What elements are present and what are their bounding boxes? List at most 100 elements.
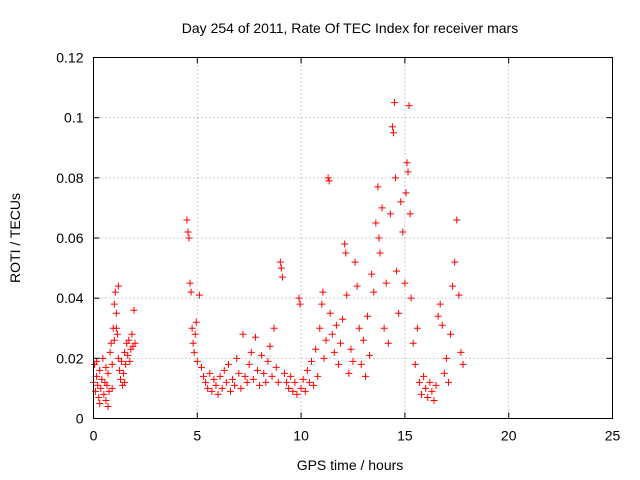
data-point: [375, 235, 382, 242]
data-point: [360, 337, 367, 344]
data-point: [285, 385, 292, 392]
data-point: [117, 376, 124, 383]
y-tick-label: 0.06: [56, 230, 83, 246]
data-point: [260, 370, 267, 377]
data-point: [297, 301, 304, 308]
data-point: [242, 373, 249, 380]
data-point: [200, 373, 207, 380]
y-tick-label: 0: [76, 411, 84, 427]
data-point: [403, 159, 410, 166]
data-point: [414, 325, 421, 332]
data-point: [95, 394, 102, 401]
data-point: [118, 358, 125, 365]
data-point: [314, 373, 321, 380]
data-point: [397, 198, 404, 205]
data-point: [109, 385, 116, 392]
data-point: [385, 340, 392, 347]
data-point: [108, 340, 115, 347]
data-point: [342, 250, 349, 257]
data-point: [335, 361, 342, 368]
data-point: [323, 337, 330, 344]
data-point: [99, 355, 106, 362]
data-point: [447, 331, 454, 338]
data-point: [233, 355, 240, 362]
data-point: [325, 174, 332, 181]
data-point: [102, 364, 109, 371]
data-point: [426, 379, 433, 386]
data-point: [437, 301, 444, 308]
data-point: [184, 228, 191, 235]
data-point: [428, 388, 435, 395]
data-point: [275, 379, 282, 386]
data-point: [316, 325, 323, 332]
data-point: [370, 289, 377, 296]
data-point: [443, 355, 450, 362]
data-point: [354, 283, 361, 290]
data-point: [320, 355, 327, 362]
data-point: [339, 316, 346, 323]
data-point: [113, 310, 120, 317]
data-point: [208, 388, 215, 395]
data-point: [122, 361, 129, 368]
data-point: [98, 376, 105, 383]
data-point: [229, 376, 236, 383]
data-point: [441, 370, 448, 377]
data-point: [306, 379, 313, 386]
data-point: [329, 331, 336, 338]
data-point: [364, 313, 371, 320]
data-point: [231, 382, 238, 389]
data-point: [115, 283, 122, 290]
data-point: [105, 370, 112, 377]
data-point: [279, 274, 286, 281]
data-point: [387, 210, 394, 217]
data-point: [111, 301, 118, 308]
data-point: [298, 385, 305, 392]
data-point: [389, 123, 396, 130]
data-point: [347, 346, 354, 353]
data-point: [445, 379, 452, 386]
data-point: [287, 373, 294, 380]
data-point: [393, 268, 400, 275]
data-point: [312, 346, 319, 353]
data-point: [100, 391, 107, 398]
data-point: [390, 129, 397, 136]
data-point: [113, 325, 120, 332]
data-point: [293, 391, 300, 398]
data-point: [266, 343, 273, 350]
data-point: [190, 340, 197, 347]
data-point: [407, 210, 414, 217]
data-point: [457, 349, 464, 356]
data-point: [112, 289, 119, 296]
data-point: [308, 358, 315, 365]
data-point: [116, 367, 123, 374]
data-point: [302, 388, 309, 395]
x-axis-title: GPS time / hours: [297, 457, 404, 473]
data-point: [254, 367, 261, 374]
data-point: [106, 388, 113, 395]
data-point: [343, 292, 350, 299]
data-point: [215, 391, 222, 398]
data-point: [271, 325, 278, 332]
x-tick-label: 25: [605, 428, 621, 444]
data-point: [248, 349, 255, 356]
data-point: [395, 310, 402, 317]
data-point: [304, 367, 311, 374]
y-tick-label: 0.02: [56, 350, 83, 366]
data-point: [289, 388, 296, 395]
data-point: [121, 349, 128, 356]
x-tick-label: 15: [397, 428, 413, 444]
data-point: [341, 241, 348, 248]
data-point: [333, 322, 340, 329]
data-point: [451, 259, 458, 266]
data-point: [391, 99, 398, 106]
y-tick-label: 0.12: [56, 50, 83, 66]
y-tick-label: 0.1: [64, 110, 84, 126]
data-point: [402, 189, 409, 196]
data-point: [449, 283, 456, 290]
data-point: [194, 358, 201, 365]
data-point: [392, 174, 399, 181]
data-point: [433, 382, 440, 389]
data-point: [358, 361, 365, 368]
data-point: [381, 325, 388, 332]
y-tick-label: 0.04: [56, 290, 83, 306]
